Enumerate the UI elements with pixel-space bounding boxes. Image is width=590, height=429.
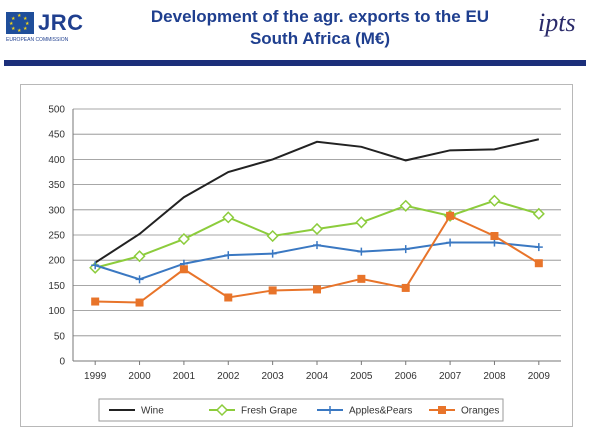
x-tick-label: 2003 [262,371,285,382]
x-tick-label: 2006 [395,371,418,382]
data-point-fresh-grape [532,207,545,220]
eu-flag-icon: ★ ★ ★ ★ ★ ★ ★ ★ [6,12,34,34]
data-point-apples-pears [224,251,233,260]
y-tick-label: 150 [48,281,65,292]
data-point-oranges [534,259,543,268]
slide-title: Development of the agr. exports to the E… [130,6,510,50]
x-tick-label: 2009 [528,371,551,382]
data-point-oranges [313,285,321,294]
data-point-oranges [224,293,233,302]
data-point-apples-pears [446,238,455,247]
series-line-wine [94,138,540,264]
data-point-apples-pears [268,249,277,258]
data-point-oranges [135,298,144,307]
slide-title-line2: South Africa (M€) [249,29,391,48]
data-point-oranges [179,265,188,274]
y-tick-label: 100 [48,306,65,317]
line-chart: 0 50 100 150 200 250 300 350 400 450 500 1999 2000 20… [48,105,561,422]
x-tick-label: 2002 [217,371,240,382]
x-tick-label: 2004 [306,371,329,382]
data-point-fresh-grape [177,232,190,246]
data-point-fresh-grape [399,199,412,212]
data-point-oranges [268,286,277,295]
data-point-fresh-grape [222,211,235,224]
jrc-logo-subtitle: EUROPEAN COMMISSION [6,37,69,43]
data-point-apples-pears [91,261,100,270]
data-point-fresh-grape [266,229,279,243]
legend-label-oranges: Oranges [461,406,499,417]
data-point-oranges [446,211,455,220]
jrc-logo: ★ ★ ★ ★ ★ ★ ★ ★ JRC EUROPEAN COMMISSION [6,10,126,44]
data-point-oranges [490,232,499,241]
legend-marker-oranges [438,406,446,414]
data-point-apples-pears [534,243,543,252]
legend-label-wine: Wine [141,406,164,417]
header-banner [4,60,586,66]
ipts-logo-text: ipts [538,8,576,37]
slide-header: ★ ★ ★ ★ ★ ★ ★ ★ JRC EUROPEAN COMMISSION … [0,0,590,62]
jrc-logo-text: JRC [38,10,84,35]
y-tick-label: 300 [48,205,65,216]
y-tick-label: 50 [54,331,66,342]
x-tick-label: 2005 [350,371,373,382]
legend-marker-apples-pears [326,406,334,414]
y-tick-label: 450 [48,130,65,141]
legend-marker-fresh-grape [215,403,229,417]
data-point-fresh-grape [488,194,501,207]
y-tick-label: 400 [48,155,65,166]
y-tick-label: 0 [59,357,65,368]
data-point-fresh-grape [133,250,146,263]
legend [98,398,504,422]
y-tick-label: 200 [48,256,65,267]
data-point-apples-pears [313,241,321,250]
data-point-apples-pears [135,275,144,284]
data-point-oranges [401,283,410,292]
y-tick-label: 250 [48,231,65,242]
data-point-oranges [357,274,366,283]
data-point-apples-pears [401,245,410,254]
legend-label-fresh-grape: Fresh Grape [241,406,298,417]
x-tick-label: 2007 [439,371,462,382]
x-tick-label: 1999 [84,371,107,382]
data-point-oranges [91,297,100,306]
data-point-apples-pears [357,247,366,256]
y-tick-label: 350 [48,180,65,191]
chart-frame: 0 50 100 150 200 250 300 350 400 450 500 1999 2000 20… [20,84,573,427]
ipts-logo: ipts [534,8,584,54]
legend-label-apples-pears: Apples&Pears [349,406,412,417]
data-point-fresh-grape [355,216,368,229]
x-tick-label: 2001 [173,371,196,382]
x-tick-label: 2000 [128,371,151,382]
x-tick-label: 2008 [483,371,506,382]
slide-title-line1: Development of the agr. exports to the E… [150,7,490,26]
data-point-fresh-grape [310,222,324,236]
y-tick-label: 500 [48,105,65,116]
